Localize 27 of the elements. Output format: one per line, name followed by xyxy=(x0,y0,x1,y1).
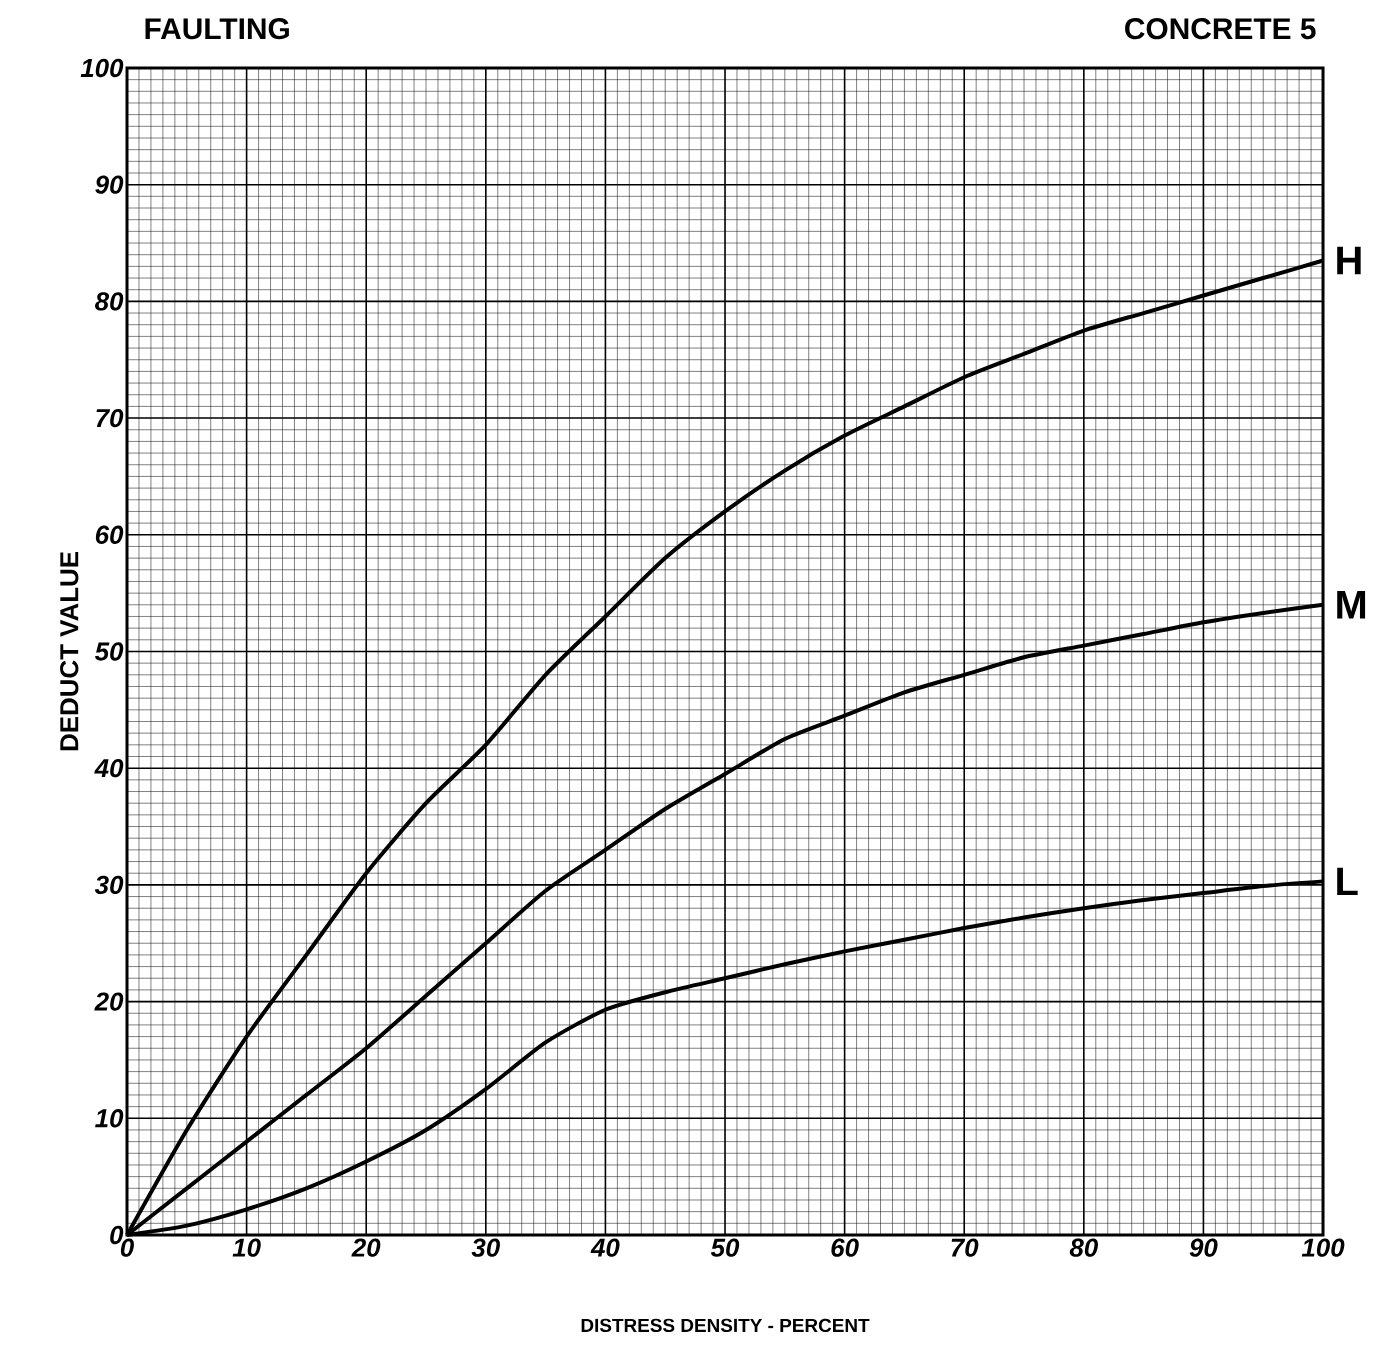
x-tick-label: 10 xyxy=(232,1238,261,1257)
y-tick-label: 80 xyxy=(95,292,124,311)
chart-title: FAULTING xyxy=(145,18,289,40)
series-label: L xyxy=(1337,867,1358,896)
y-tick-label: 100 xyxy=(80,58,124,78)
y-tick-label: 20 xyxy=(94,992,124,1011)
y-tick-label: 30 xyxy=(94,875,124,895)
x-tick-label: 50 xyxy=(710,1238,740,1257)
x-axis-title: DISTRESS DENSITY - PERCENT xyxy=(581,1318,870,1333)
y-tick-label: 70 xyxy=(96,408,124,428)
y-tick-label: 50 xyxy=(94,642,124,661)
chart-subtitle: CONCRETE 5 xyxy=(1125,18,1316,40)
x-tick-label: 40 xyxy=(590,1238,620,1257)
x-tick-label: 30 xyxy=(471,1238,500,1257)
y-tick-label: 60 xyxy=(95,525,124,544)
x-tick-label: 70 xyxy=(951,1238,979,1257)
x-tick-label: 80 xyxy=(1069,1238,1098,1257)
x-tick-label: 100 xyxy=(1301,1238,1345,1257)
series-label: M xyxy=(1337,591,1366,619)
y-tick-label: 40 xyxy=(94,759,124,778)
y-tick-label: 90 xyxy=(95,175,124,194)
y-tick-label: 10 xyxy=(95,1109,124,1128)
y-axis-title: DEDUCT VALUE xyxy=(60,552,79,751)
x-tick-label: 20 xyxy=(351,1238,381,1257)
series-label: H xyxy=(1337,246,1361,275)
x-tick-label: 60 xyxy=(831,1238,859,1257)
x-tick-label: 90 xyxy=(1189,1238,1218,1257)
